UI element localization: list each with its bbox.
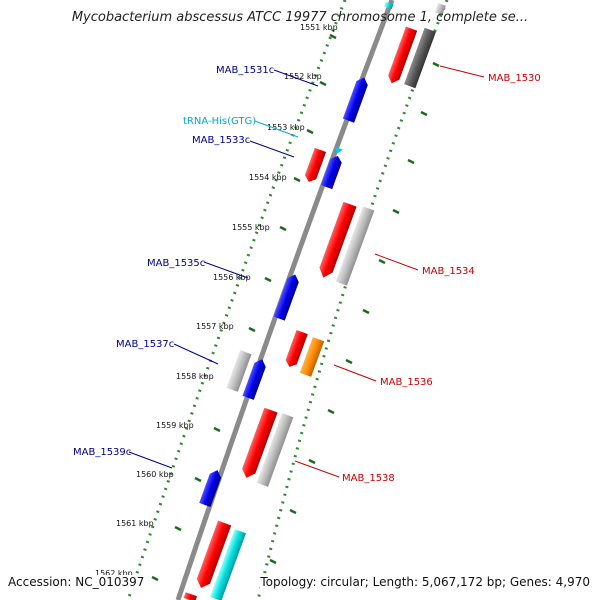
leader-mab1530 [439,65,485,78]
inner-major-ticks [151,33,337,582]
accession-text: Accession: NC_010397 [8,575,145,589]
gene-mab1535c[interactable] [273,272,300,321]
gene-bottom-red[interactable] [194,520,232,591]
kbp-label: 1553 kbp [267,123,305,132]
gene-mab1534-red[interactable] [317,201,357,280]
outer-tick-ring [256,0,449,600]
gene-mab1530-dark[interactable] [404,27,436,89]
leader-mab1538 [294,460,340,478]
kbp-label: 1558 kbp [176,372,214,381]
label-mab1538[interactable]: MAB_1538 [342,473,395,484]
gene-bottom-red-fragment[interactable] [183,592,198,600]
label-mab1530[interactable]: MAB_1530 [488,73,541,84]
kbp-label: 1561 kbp [116,519,154,528]
kbp-label: 1555 kbp [232,223,270,232]
gene-mab1533c-red[interactable] [303,147,327,184]
kbp-label: 1556 kbp [213,273,251,282]
gene-mab1533c[interactable] [320,154,344,190]
leader-trna [254,120,299,138]
gene-mab1536-red[interactable] [284,330,308,369]
label-mab1537c[interactable]: MAB_1537c [116,339,174,350]
gene-mab1538-red[interactable] [240,407,278,480]
leader-mab1533c [249,140,295,158]
leader-mab1536 [333,364,377,382]
label-mab1534[interactable]: MAB_1534 [422,266,475,277]
gene-mab1539c[interactable] [199,468,223,507]
map-title: Mycobacterium abscessus ATCC 19977 chrom… [71,10,529,25]
leader-mab1539c [128,451,173,469]
label-leaders [128,65,485,478]
kbp-label: 1562 kbp [95,569,133,578]
trna-his-feature[interactable] [333,146,343,155]
leader-mab1534 [374,253,419,271]
gene-mab1530-gray-top[interactable] [434,2,446,16]
genome-summary-text: Topology: circular; Length: 5,067,172 bp… [260,575,590,589]
gene-mab1534[interactable] [335,206,375,286]
gene-mab1537c-gray[interactable] [226,350,252,392]
leader-mab1537c [173,343,219,365]
outer-major-ticks [269,61,440,565]
leader-mab1531c [273,69,319,87]
gene-mab1531c[interactable] [342,75,370,123]
trna-feature-top[interactable] [384,1,394,10]
gene-mab1537c[interactable] [242,357,268,400]
gene-mab1530-red[interactable] [386,26,418,86]
label-mab1531c[interactable]: MAB_1531c [216,65,274,76]
kbp-label: 1557 kbp [196,322,234,331]
label-trna-his[interactable]: tRNA-His(GTG) [183,116,256,127]
label-mab1536[interactable]: MAB_1536 [380,377,433,388]
kbp-label: 1554 kbp [249,173,287,182]
kbp-label: 1551 kbp [300,23,338,32]
gene-mab1538[interactable] [256,413,294,487]
label-mab1535c[interactable]: MAB_1535c [147,258,205,269]
kbp-label: 1552 kbp [284,72,322,81]
inner-tick-ring [126,0,347,600]
label-mab1533c[interactable]: MAB_1533c [192,135,250,146]
kbp-label: 1559 kbp [156,421,194,430]
gene-mab1536[interactable] [299,337,325,377]
leader-mab1535c [203,261,249,279]
kbp-label: 1560 kbp [136,470,174,479]
kbp-scale: 1551 kbp 1552 kbp 1553 kbp 1554 kbp 1555… [95,23,338,578]
gene-bottom-cyan[interactable] [210,529,246,600]
label-mab1539c[interactable]: MAB_1539c [73,447,131,458]
